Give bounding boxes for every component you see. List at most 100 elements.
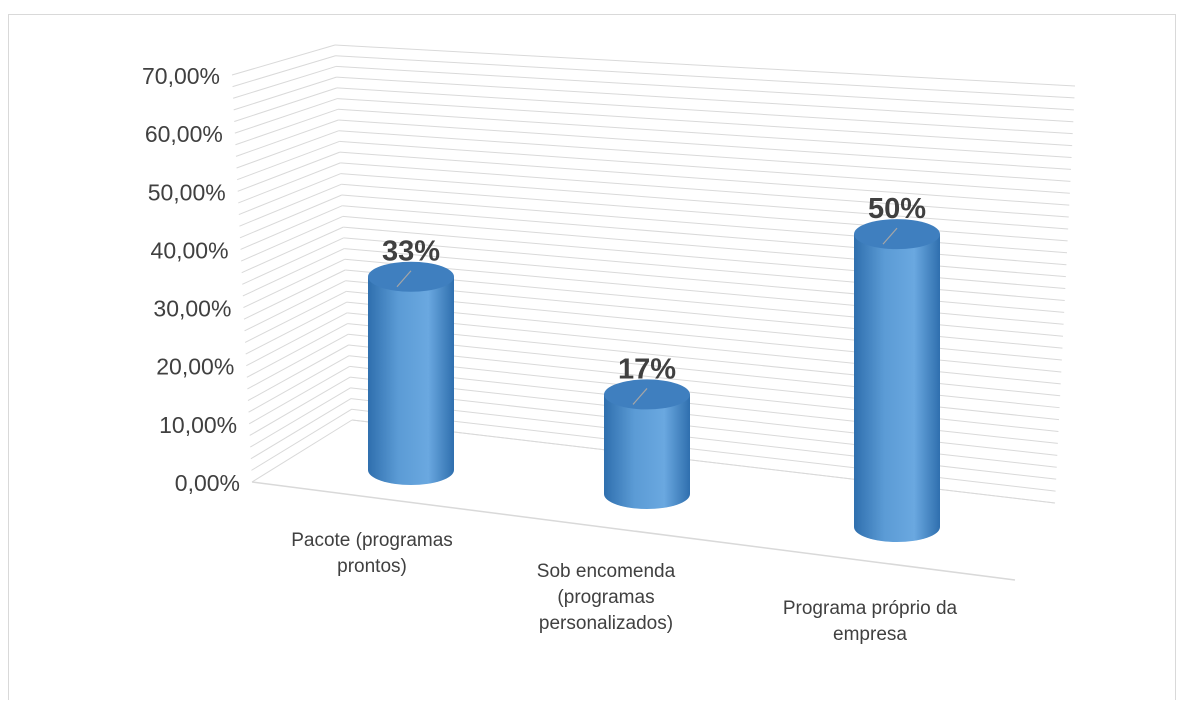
category-label: Pacote (programas prontos) (291, 530, 453, 577)
y-tick-label: 0,00% (175, 470, 240, 496)
leader-line (882, 227, 898, 245)
bar-top (604, 379, 690, 410)
gridline-side (232, 65, 337, 99)
gridline (346, 290, 1062, 361)
data-label: 33% (382, 236, 440, 268)
gridline (342, 205, 1067, 266)
gridline-side (248, 365, 350, 425)
y-tick-label: 50,00% (148, 179, 226, 205)
gridline-side (238, 162, 341, 204)
leader-line (632, 388, 648, 405)
gridline (335, 65, 1074, 111)
x-axis: Pacote (programas prontos) Sob encomenda (p… (291, 530, 957, 645)
bars (368, 219, 940, 542)
gridline-side (231, 44, 336, 76)
gridline (336, 87, 1073, 135)
gridline (349, 355, 1059, 433)
bar (854, 219, 940, 542)
gridline-side (239, 183, 342, 227)
gridline-side (236, 130, 340, 169)
gridline (339, 151, 1070, 206)
gridline (350, 398, 1057, 480)
gridline (338, 130, 1071, 182)
chart-frame (8, 14, 1176, 700)
gridline-side (251, 419, 353, 483)
category-label: Sob encomenda (programas personalizados) (537, 561, 676, 634)
gridline-side (247, 333, 349, 390)
bar-body (368, 276, 454, 485)
bar-body (604, 394, 690, 509)
gridline-side (244, 290, 347, 343)
gridline (340, 173, 1069, 230)
category-label-line: empresa (833, 624, 907, 645)
gridline (340, 162, 1069, 218)
category-label-line: Sob encomenda (537, 561, 676, 582)
gridline-side (236, 140, 340, 181)
data-label: 17% (618, 353, 676, 385)
floor-front-edge (251, 481, 1016, 581)
category-label-line: (programas (557, 587, 654, 608)
gridline (341, 194, 1068, 254)
y-tick-label: 20,00% (156, 354, 234, 380)
gridline (347, 323, 1061, 397)
gridline (346, 301, 1062, 373)
category-label-line: prontos) (337, 556, 407, 577)
gridline-side (246, 323, 348, 378)
gridline-side (246, 312, 348, 367)
gridline (351, 408, 1056, 492)
gridline (339, 140, 1070, 194)
y-axis: 0,00% 10,00% 20,00% 30,00% 40,00% 50,00% 60,00… (142, 63, 240, 496)
gridlines (231, 44, 1076, 581)
gridline-side (250, 387, 351, 448)
gridline-side (235, 119, 339, 157)
y-tick-label: 10,00% (159, 412, 237, 438)
gridline-side (233, 76, 337, 111)
gridline (344, 258, 1064, 325)
gridline (350, 387, 1057, 468)
gridline (347, 312, 1061, 385)
gridline-side (232, 55, 336, 88)
gridline-side (242, 248, 345, 297)
gridline-side (247, 344, 349, 402)
gridline (343, 226, 1066, 290)
category-label-line: personalizados) (539, 613, 673, 634)
gridline (341, 183, 1068, 242)
leader-line (396, 270, 412, 288)
y-tick-label: 40,00% (151, 237, 229, 263)
gridline (337, 108, 1072, 158)
gridline (348, 344, 1060, 421)
gridline (337, 98, 1073, 147)
gridline-side (249, 376, 351, 436)
category-label-line: Programa próprio da (783, 598, 958, 619)
gridline-side (250, 398, 352, 460)
gridline-side (235, 108, 339, 146)
gridline (334, 44, 1076, 87)
gridline-side (245, 301, 347, 355)
bar (604, 379, 690, 509)
gridline (350, 376, 1058, 456)
gridline (335, 55, 1075, 99)
gridline (348, 333, 1060, 409)
bar-top (854, 219, 940, 250)
gridline (336, 76, 1074, 123)
data-labels: 33% 17% 50% (382, 193, 926, 385)
gridline-side (251, 408, 352, 471)
gridline-side (241, 226, 344, 274)
bar (368, 261, 454, 485)
gridline-side (238, 173, 342, 216)
gridline-side (242, 237, 344, 285)
gridline-side (244, 280, 346, 332)
y-tick-label: 60,00% (145, 121, 223, 147)
floor-back-edge (351, 419, 1056, 504)
y-tick-label: 30,00% (153, 296, 231, 322)
gridline (343, 237, 1065, 301)
gridline-side (243, 258, 345, 309)
gridline-side (234, 98, 338, 134)
category-label-line: Pacote (programas (291, 530, 453, 551)
bar-top (368, 261, 454, 292)
y-tick-label: 70,00% (142, 63, 220, 89)
gridline-side (240, 215, 343, 262)
category-label: Programa próprio da empresa (783, 598, 958, 645)
